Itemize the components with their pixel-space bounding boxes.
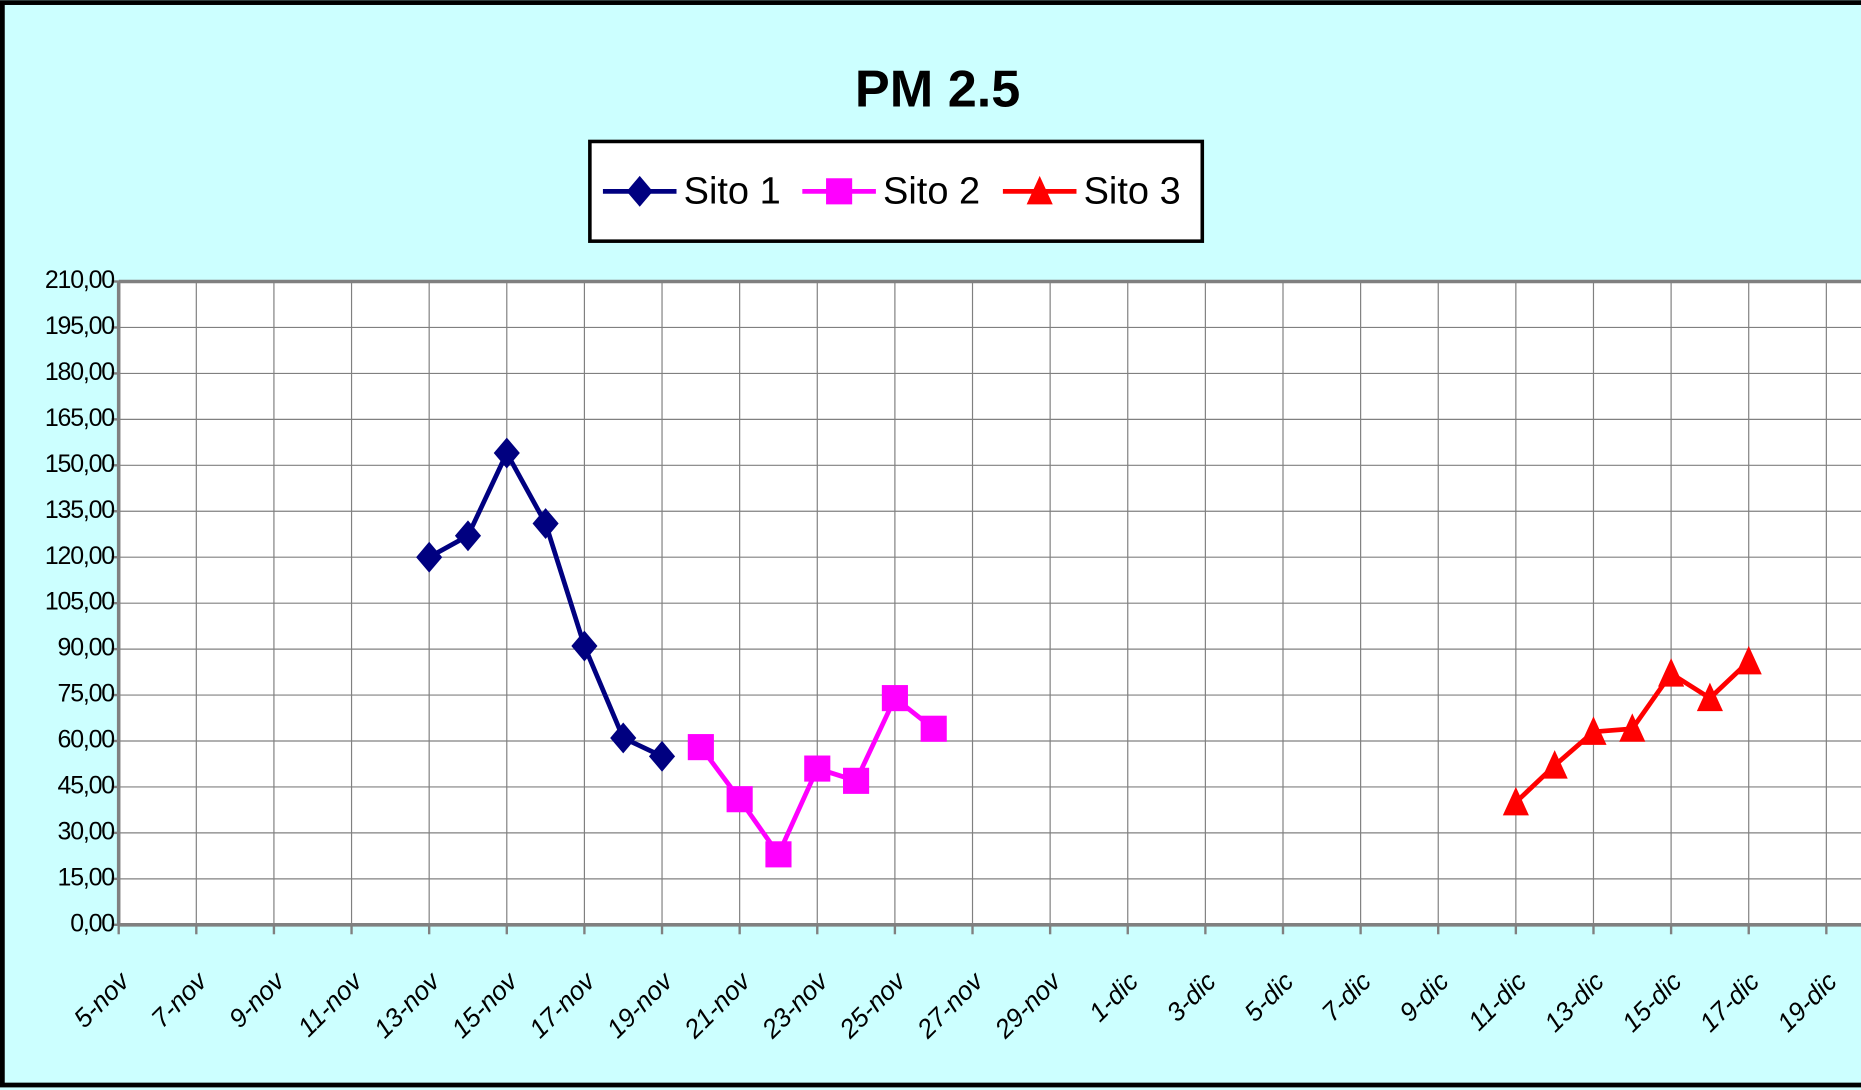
legend-marker bbox=[626, 175, 653, 207]
legend-box bbox=[588, 139, 1205, 243]
data-point bbox=[881, 685, 908, 712]
data-point bbox=[920, 715, 947, 742]
data-point bbox=[532, 508, 559, 539]
data-point bbox=[454, 520, 482, 552]
data-point bbox=[648, 740, 676, 772]
data-point bbox=[726, 786, 753, 813]
data-point bbox=[1696, 682, 1723, 712]
y-tick-label: 135,00 bbox=[45, 496, 114, 524]
legend-label: Sito 1 bbox=[684, 171, 781, 213]
y-tick-label: 105,00 bbox=[45, 588, 114, 616]
chart-title: PM 2.5 bbox=[855, 61, 1020, 119]
y-tick-label: 90,00 bbox=[58, 634, 115, 662]
y-tick-label: 30,00 bbox=[58, 817, 115, 845]
legend-marker bbox=[826, 178, 853, 205]
data-point bbox=[1619, 713, 1646, 742]
y-tick-label: 120,00 bbox=[45, 542, 114, 570]
data-point bbox=[843, 767, 870, 794]
data-point bbox=[804, 755, 831, 782]
y-tick-label: 0,00 bbox=[70, 909, 114, 937]
y-tick-label: 75,00 bbox=[58, 680, 115, 708]
y-tick-label: 60,00 bbox=[58, 726, 115, 754]
legend-marker bbox=[1026, 175, 1053, 205]
data-point bbox=[765, 841, 792, 868]
data-point bbox=[1541, 750, 1568, 779]
y-tick-label: 15,00 bbox=[58, 863, 115, 891]
data-point bbox=[1658, 658, 1685, 687]
data-point bbox=[687, 734, 714, 761]
data-point bbox=[1580, 716, 1607, 745]
y-tick-label: 45,00 bbox=[58, 772, 115, 800]
data-point bbox=[1735, 645, 1762, 675]
legend-label: Sito 2 bbox=[883, 171, 980, 213]
y-tick-label: 150,00 bbox=[45, 450, 114, 478]
y-tick-label: 165,00 bbox=[45, 404, 114, 432]
y-tick-label: 195,00 bbox=[45, 312, 114, 340]
y-tick-label: 180,00 bbox=[45, 358, 114, 386]
data-point bbox=[610, 722, 637, 754]
legend-label: Sito 3 bbox=[1084, 171, 1181, 213]
data-point bbox=[493, 437, 520, 469]
data-point bbox=[416, 541, 443, 573]
data-point bbox=[1502, 786, 1529, 816]
y-tick-label: 210,00 bbox=[45, 266, 114, 294]
